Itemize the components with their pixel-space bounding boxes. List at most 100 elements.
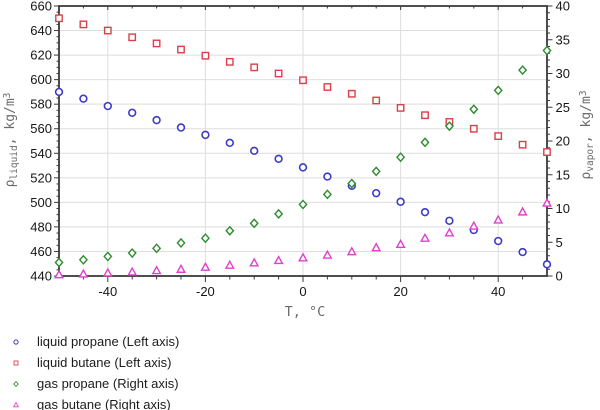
- data-point-circle: [79, 94, 88, 103]
- diamond-marker-icon: [8, 376, 24, 392]
- data-point-triangle: [298, 252, 308, 262]
- data-point-circle: [250, 146, 259, 156]
- data-point-square: [103, 26, 112, 35]
- data-point-circle: [298, 163, 308, 172]
- data-point-triangle: [102, 267, 113, 277]
- data-point-circle: [323, 172, 332, 181]
- left-tick-label: 580: [30, 97, 52, 112]
- legend-label: liquid butane (Left axis): [37, 355, 172, 370]
- legend-item-liquid-butane: liquid butane (Left axis): [6, 352, 179, 373]
- right-tick-label: 10: [556, 201, 570, 216]
- data-point-triangle: [493, 214, 504, 224]
- data-point-square: [299, 76, 307, 85]
- data-point-triangle: [127, 266, 138, 276]
- data-point-circle: [103, 101, 113, 111]
- data-point-circle: [494, 236, 503, 246]
- data-point-triangle: [54, 269, 64, 279]
- data-point-diamond: [274, 208, 284, 219]
- right-tick-label: 25: [556, 100, 570, 115]
- data-point-triangle: [151, 265, 162, 275]
- data-point-square: [494, 132, 503, 140]
- data-point-circle: [152, 115, 161, 125]
- data-point-diamond: [322, 189, 332, 200]
- data-point-triangle: [444, 227, 455, 237]
- data-point-circle: [13, 338, 19, 345]
- data-point-circle: [128, 108, 137, 117]
- data-point-diamond: [444, 121, 454, 132]
- data-point-diamond: [225, 225, 235, 236]
- right-tick-label: 20: [556, 134, 570, 149]
- legend-item-gas-butane: gas butane (Right axis): [6, 394, 179, 410]
- data-point-triangle: [395, 238, 406, 248]
- right-tick-label: 35: [556, 32, 570, 47]
- left-tick-label: 660: [30, 0, 52, 14]
- density-vs-temperature-chart: -40 -20 0 20 40 660 640 620 600 580 560 540 520 500 48…: [2, 0, 596, 320]
- left-tick-label: 520: [30, 170, 52, 185]
- right-tick-label: 40: [556, 0, 570, 14]
- left-tick-label: 600: [30, 72, 52, 87]
- data-point-diamond: [542, 45, 552, 56]
- data-point-diamond: [176, 237, 186, 248]
- legend-marker: [13, 360, 19, 365]
- left-tick-label: 460: [30, 244, 52, 259]
- left-tick-label: 620: [30, 48, 52, 63]
- data-point-diamond: [152, 243, 162, 254]
- data-point-square: [177, 45, 185, 54]
- left-axis-title: ρliquid, kg/m3: [2, 93, 20, 188]
- data-point-circle: [372, 188, 381, 198]
- data-point-triangle: [322, 249, 333, 259]
- data-point-diamond: [396, 152, 406, 163]
- legend-label: gas propane (Right axis): [37, 376, 179, 391]
- square-marker-icon: [8, 355, 24, 371]
- data-point-circle: [420, 207, 430, 217]
- data-point-circle: [274, 154, 283, 163]
- data-point-triangle: [420, 232, 430, 242]
- data-point-diamond: [420, 137, 430, 148]
- data-point-square: [79, 20, 88, 29]
- data-point-triangle: [273, 255, 284, 265]
- left-tick-label: 500: [30, 195, 52, 210]
- data-point-square: [421, 111, 429, 120]
- data-point-square: [274, 69, 283, 78]
- legend-marker: [12, 401, 20, 407]
- data-point-circle: [176, 123, 186, 132]
- data-point-square: [128, 33, 137, 42]
- data-point-triangle: [78, 268, 89, 278]
- left-tick-label: 560: [30, 121, 52, 136]
- legend-item-gas-propane: gas propane (Right axis): [6, 373, 179, 394]
- data-point-diamond: [200, 233, 210, 244]
- data-point-circle: [396, 197, 405, 206]
- data-point-square: [469, 124, 478, 133]
- x-tick-label: -40: [98, 284, 117, 299]
- data-point-diamond: [249, 218, 259, 229]
- triangle-marker-icon: [8, 397, 24, 410]
- data-point-diamond: [493, 85, 503, 96]
- data-point-diamond: [13, 380, 19, 387]
- data-point-square: [55, 14, 63, 23]
- legend-label: liquid propane (Left axis): [37, 334, 180, 349]
- x-axis-title: T, °C: [285, 304, 326, 320]
- data-point-square: [225, 57, 234, 66]
- legend: liquid propane (Left axis) liquid butane…: [6, 331, 179, 410]
- data-point-diamond: [347, 178, 357, 189]
- series-liquid-propane: [54, 87, 552, 269]
- x-tick-label: -20: [196, 284, 215, 299]
- right-tick-label: 15: [556, 167, 570, 182]
- data-point-circle: [542, 260, 552, 269]
- left-tick-label: 640: [30, 23, 52, 38]
- series-liquid-butane: [55, 14, 551, 156]
- data-point-triangle: [176, 263, 186, 273]
- data-point-triangle: [517, 206, 528, 216]
- x-tick-label: 0: [299, 284, 306, 299]
- data-point-triangle: [249, 257, 260, 267]
- x-tick-label: 20: [393, 284, 407, 299]
- chart-canvas: -40 -20 0 20 4066064062060058056054052050048…: [2, 0, 596, 320]
- data-point-square: [13, 360, 19, 365]
- right-tick-label: 30: [556, 66, 570, 81]
- data-point-circle: [54, 87, 64, 97]
- data-point-square: [543, 148, 551, 156]
- data-point-triangle: [346, 246, 357, 256]
- data-point-circle: [201, 130, 210, 140]
- circle-marker-icon: [8, 334, 24, 350]
- data-point-square: [518, 140, 527, 149]
